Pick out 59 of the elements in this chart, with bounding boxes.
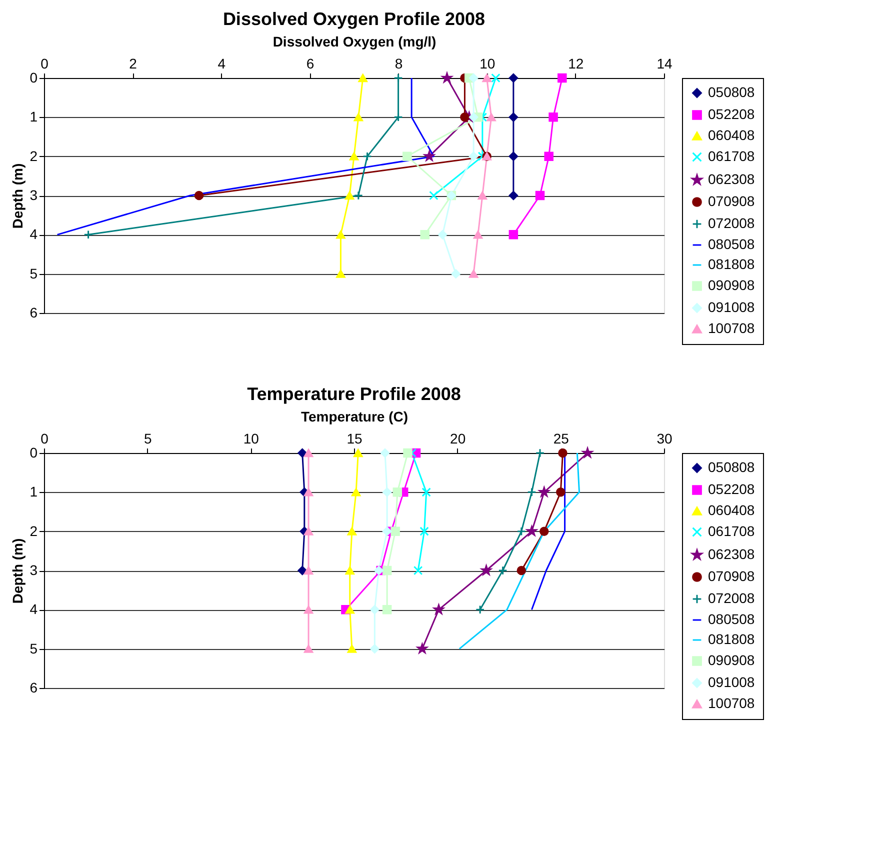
- legend-label: 100708: [708, 695, 755, 711]
- x-axis-title: Temperature (C): [300, 408, 408, 424]
- x-axis-title: Dissolved Oxygen (mg/l): [272, 34, 436, 50]
- x-tick-label: 5: [144, 430, 152, 446]
- y-tick-label: 4: [30, 601, 38, 618]
- chart-title: Temperature Profile 2008: [247, 384, 461, 404]
- x-tick-label: 15: [346, 430, 362, 446]
- x-tick-label: 2: [129, 56, 138, 72]
- x-tick-label: 25: [553, 430, 570, 446]
- legend-label: 091008: [708, 674, 755, 690]
- y-tick-label: 0: [30, 70, 38, 86]
- legend-label: 060408: [708, 127, 755, 143]
- legend-label: 062308: [708, 546, 755, 562]
- y-tick-label: 1: [30, 108, 38, 125]
- y-tick-label: 5: [30, 265, 38, 282]
- legend-label: 070908: [708, 193, 755, 209]
- legend-label: 100708: [708, 320, 755, 336]
- y-tick-label: 5: [30, 640, 38, 656]
- legend-label: 061708: [708, 523, 755, 539]
- x-tick-label: 14: [656, 56, 672, 72]
- legend-label: 080508: [708, 236, 755, 252]
- y-tick-label: 0: [30, 444, 38, 460]
- legend-label: 072008: [708, 215, 755, 231]
- x-tick-label: 20: [450, 430, 466, 446]
- legend-label: 060408: [708, 502, 755, 518]
- y-tick-label: 2: [30, 522, 38, 539]
- y-tick-label: 3: [30, 187, 38, 203]
- x-tick-label: 4: [218, 56, 226, 72]
- y-tick-label: 3: [30, 562, 38, 578]
- y-axis-title: Depth (m): [10, 538, 26, 604]
- x-tick-label: 0: [40, 430, 49, 446]
- x-tick-label: 30: [656, 430, 672, 446]
- x-tick-label: 0: [40, 56, 49, 72]
- legend-label: 080508: [708, 611, 755, 627]
- y-tick-label: 4: [30, 226, 38, 242]
- y-tick-label: 1: [30, 484, 38, 500]
- legend-label: 052208: [708, 106, 755, 122]
- legend-label: 072008: [708, 590, 755, 606]
- legend-label: 061708: [708, 148, 755, 164]
- legend-label: 090908: [708, 277, 755, 293]
- legend-label: 052208: [708, 481, 755, 497]
- y-tick-label: 6: [30, 680, 38, 696]
- legend-label: 062308: [708, 171, 755, 187]
- x-tick-label: 12: [568, 56, 584, 72]
- legend-label: 081808: [708, 631, 755, 647]
- legend-label: 091008: [708, 299, 755, 315]
- legend-label: 050808: [708, 84, 755, 100]
- legend-label: 070908: [708, 568, 755, 584]
- chart-title: Dissolved Oxygen Profile 2008: [222, 9, 486, 29]
- legend-label: 090908: [708, 652, 755, 668]
- legend-label: 081808: [708, 256, 755, 272]
- y-tick-label: 6: [30, 304, 38, 320]
- x-tick-label: 8: [394, 56, 403, 72]
- x-tick-label: 6: [306, 56, 314, 72]
- y-tick-label: 2: [30, 148, 38, 164]
- y-axis-title: Depth (m): [10, 163, 26, 229]
- x-tick-label: 10: [480, 56, 496, 72]
- legend-label: 050808: [708, 459, 755, 475]
- x-tick-label: 10: [243, 430, 260, 446]
